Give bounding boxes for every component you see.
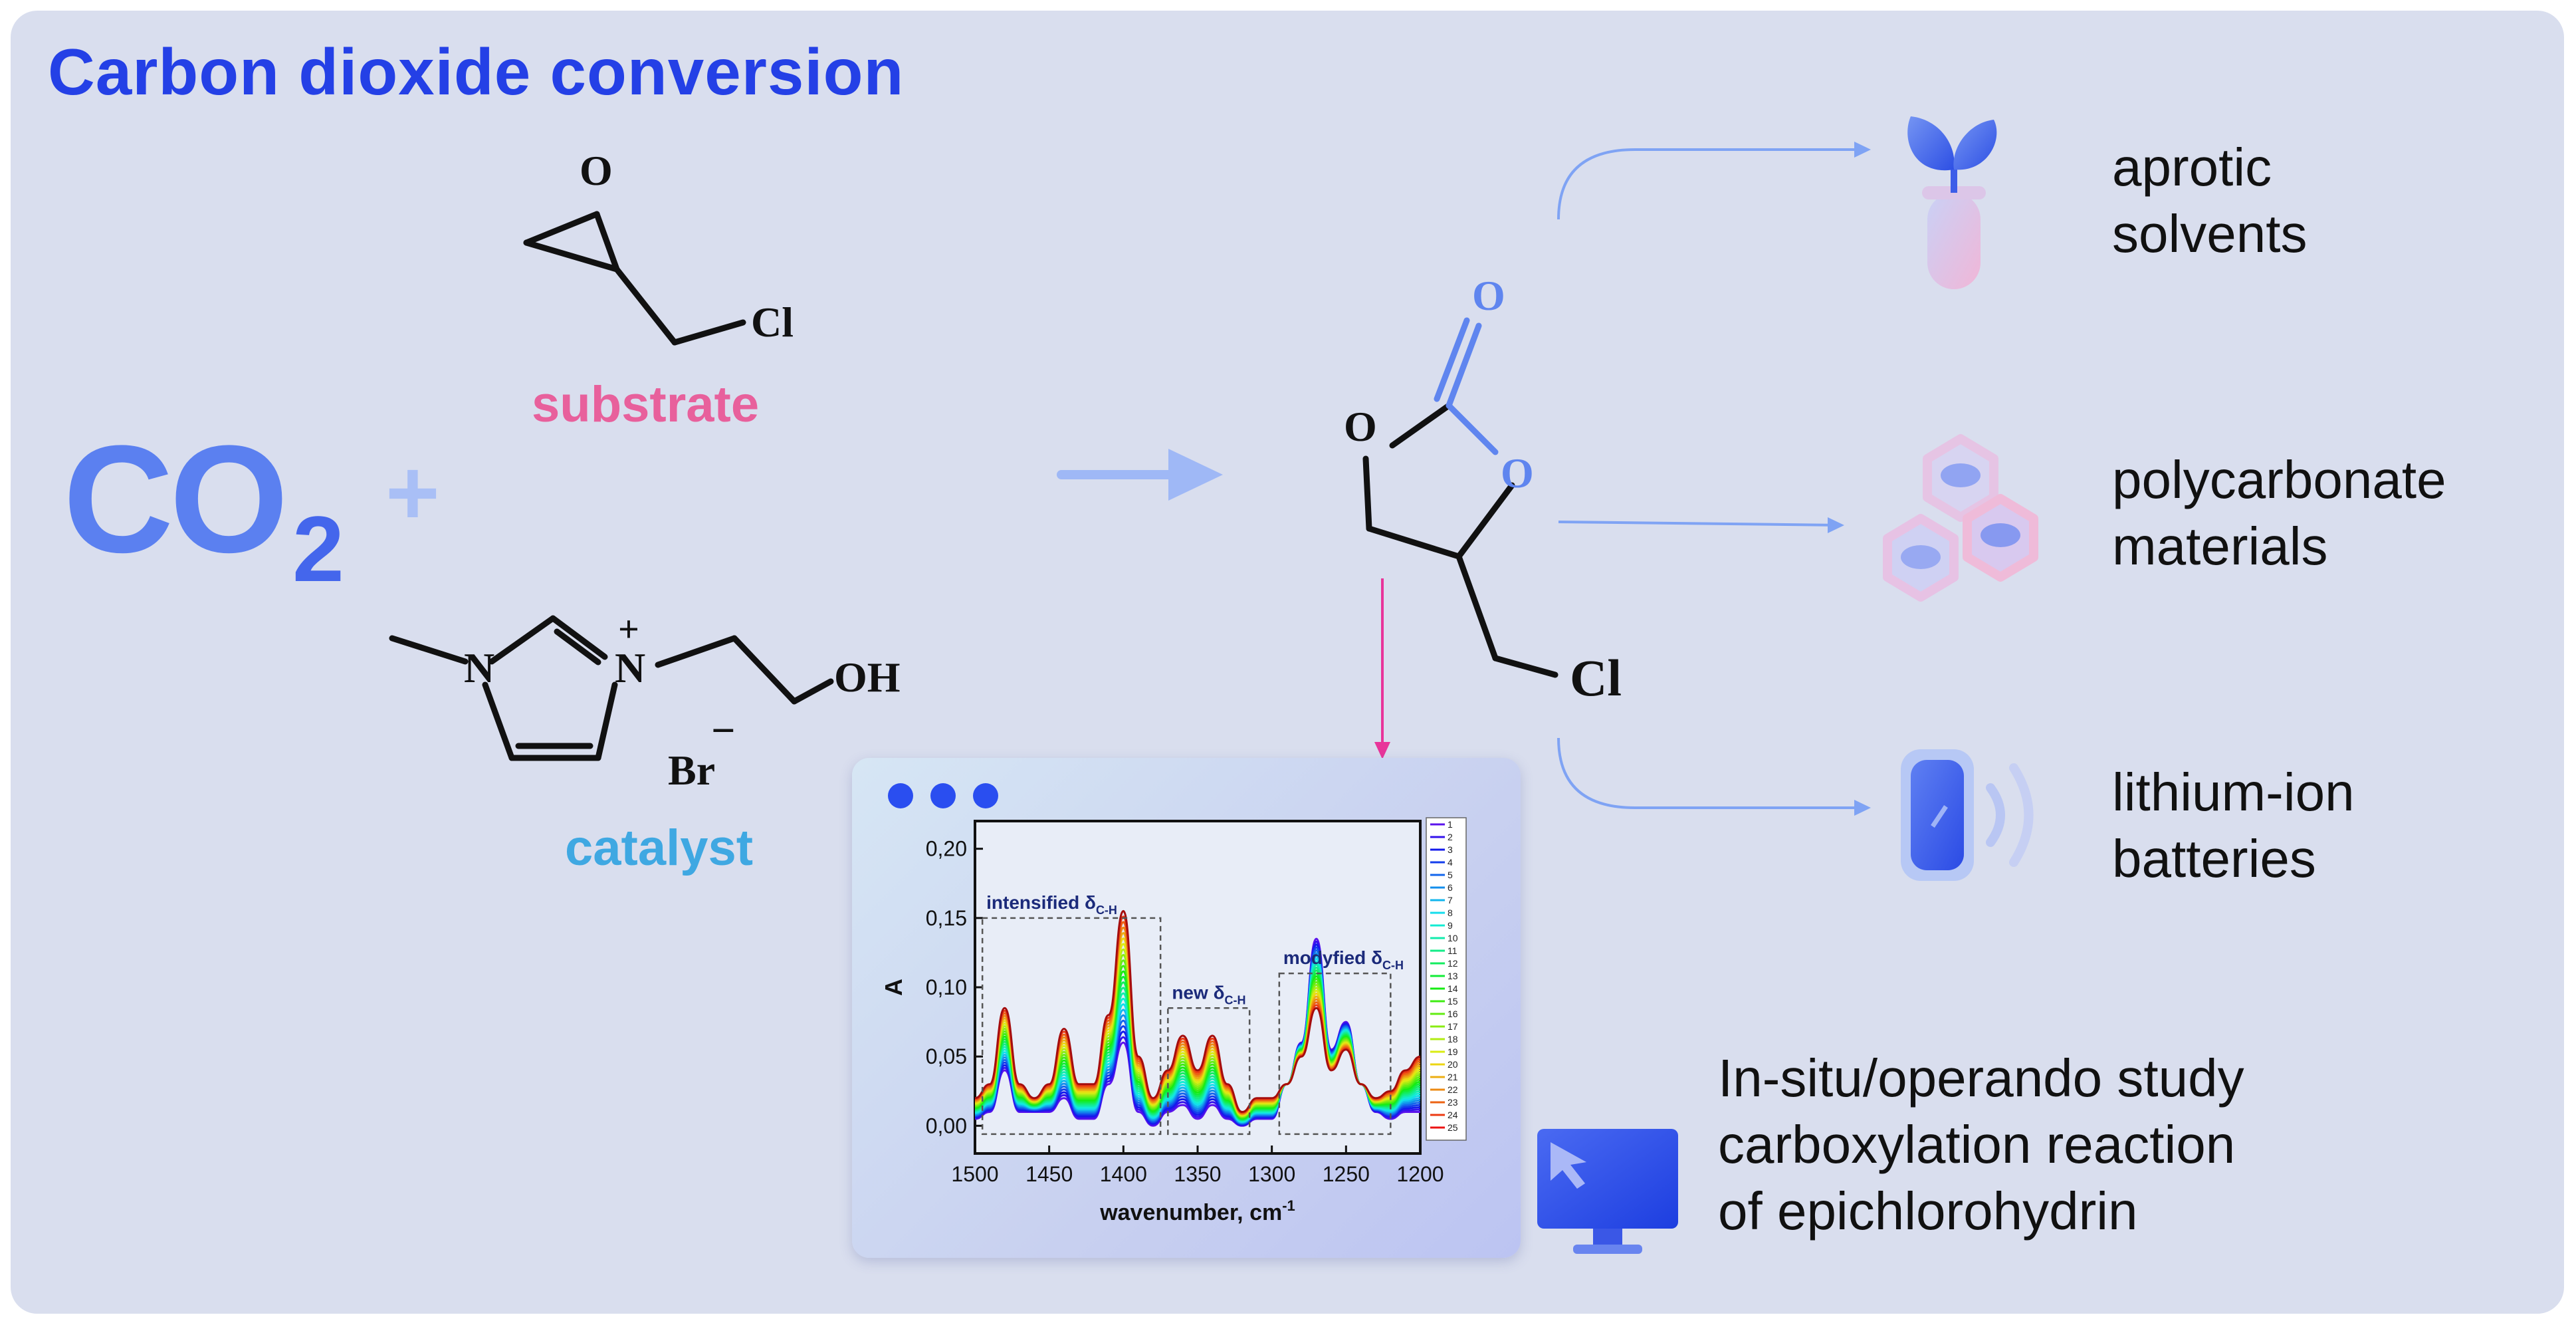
- pink-arrow: [1374, 578, 1390, 759]
- product-structure: [1362, 317, 1558, 678]
- product-ring-oxygen-right: O: [1501, 449, 1534, 497]
- legend-entry: 1: [1448, 819, 1453, 830]
- legend-entry: 16: [1448, 1009, 1458, 1019]
- catalyst-nitrogen-1: N: [464, 644, 495, 691]
- legend-entry: 11: [1448, 945, 1457, 956]
- legend-entry: 8: [1448, 907, 1453, 918]
- reaction-arrow-icon: [1057, 449, 1223, 501]
- legend-entry: 23: [1448, 1097, 1458, 1108]
- series-group: [975, 909, 1420, 1127]
- polymer-hexagon-icon: [1883, 434, 2038, 602]
- legend-entry: 21: [1448, 1072, 1458, 1082]
- substrate-structure: [523, 211, 746, 346]
- legend-entry: 25: [1448, 1122, 1458, 1133]
- annotation-box: [1278, 972, 1392, 1136]
- legend-entry: 2: [1448, 832, 1453, 842]
- legend-entry: 3: [1448, 844, 1453, 855]
- annotation-box: [1167, 1007, 1251, 1136]
- y-tick-label: 0,15: [926, 906, 967, 930]
- legend-entry: 22: [1448, 1084, 1458, 1095]
- legend-entry: 19: [1448, 1046, 1458, 1057]
- study-description: In-situ/operando study carboxylation rea…: [1718, 1045, 2244, 1245]
- monitor-cursor-icon: [1537, 1129, 1678, 1254]
- product-ring-oxygen-left: O: [1344, 403, 1377, 450]
- ir-spectrum-chart: 0,00 0,05 0,10 0,15 0,20 1500 1450 1400 1350 1300…: [880, 817, 1467, 1225]
- legend-entry: 10: [1448, 933, 1458, 943]
- y-tick-label: 0,10: [926, 975, 967, 999]
- legend-entry: 14: [1448, 983, 1458, 994]
- x-tick-label: 1500: [951, 1162, 998, 1186]
- window-dot-3: [973, 783, 998, 808]
- bromide-negative-charge: −: [711, 707, 736, 754]
- annotation-box: [981, 917, 1162, 1136]
- x-tick-label: 1250: [1323, 1162, 1370, 1186]
- x-tick-label: 1400: [1100, 1162, 1147, 1186]
- application-1-line1: aprotic: [2112, 138, 2272, 197]
- spectrum-series-25: [975, 909, 1420, 1114]
- x-axis-label: wavenumber, cm-1: [1099, 1197, 1295, 1225]
- x-tick-label: 1450: [1025, 1162, 1073, 1186]
- plus-sign: +: [385, 440, 440, 544]
- legend-entry: 9: [1448, 920, 1453, 931]
- application-3-line2: batteries: [2112, 829, 2316, 888]
- legend-entry: 13: [1448, 971, 1458, 981]
- battery-icon: [1901, 749, 2034, 881]
- product-carbonyl-oxygen: O: [1472, 272, 1505, 319]
- catalyst-nitrogen-2: N: [615, 644, 646, 691]
- product-chlorine-atom: Cl: [1570, 649, 1622, 707]
- study-line-2: carboxylation reaction: [1718, 1115, 2236, 1174]
- legend-entry: 12: [1448, 958, 1458, 969]
- substrate-chlorine-atom: Cl: [751, 299, 794, 346]
- application-2-line1: polycarbonate: [2112, 450, 2446, 509]
- catalyst-label: catalyst: [565, 820, 754, 876]
- spectrum-window: 0,00 0,05 0,10 0,15 0,20 1500 1450 1400 1350 1300…: [852, 758, 1521, 1258]
- y-tick-label: 0,05: [926, 1044, 967, 1068]
- annotation-label: modyfied δC-H: [1283, 947, 1404, 972]
- legend-entry: 15: [1448, 996, 1458, 1007]
- y-tick-label: 0,00: [926, 1114, 967, 1138]
- window-dot-1: [888, 783, 913, 808]
- bromide-anion: Br: [668, 747, 716, 794]
- catalyst-hydroxyl-group: OH: [834, 654, 901, 701]
- application-1-line2: solvents: [2112, 204, 2308, 263]
- catalyst-positive-charge: +: [618, 609, 639, 650]
- legend-entry: 5: [1448, 870, 1453, 880]
- x-tick-label: 1350: [1174, 1162, 1221, 1186]
- substrate-label: substrate: [532, 376, 760, 433]
- study-line-1: In-situ/operando study: [1718, 1048, 2244, 1108]
- legend-entry: 7: [1448, 895, 1453, 905]
- plant-test-tube-icon: [1907, 116, 1997, 289]
- y-axis-label: A: [880, 979, 907, 996]
- legend-entry: 20: [1448, 1059, 1458, 1070]
- page-title: Carbon dioxide conversion: [48, 35, 905, 108]
- catalyst-structure: [389, 615, 834, 761]
- x-tick-label: 1200: [1396, 1162, 1444, 1186]
- application-2-line2: materials: [2112, 517, 2328, 576]
- co2-formula: CO: [63, 414, 288, 584]
- legend-entry: 17: [1448, 1021, 1458, 1032]
- annotation-label: intensified δC-H: [986, 892, 1117, 917]
- x-tick-label: 1300: [1248, 1162, 1295, 1186]
- legend-entry: 4: [1448, 857, 1453, 868]
- study-line-3: of epichlorohydrin: [1718, 1181, 2138, 1241]
- legend-entry: 18: [1448, 1034, 1458, 1044]
- co2-subscript: 2: [292, 497, 344, 601]
- legend-box: [1426, 817, 1467, 1141]
- legend-entry: 24: [1448, 1110, 1458, 1120]
- y-tick-label: 0,20: [926, 837, 967, 861]
- application-3-line1: lithium-ion: [2112, 763, 2355, 822]
- application-arrows: [1557, 142, 1871, 816]
- substrate-oxygen-atom: O: [580, 147, 613, 194]
- legend-entry: 6: [1448, 882, 1453, 893]
- window-dot-2: [930, 783, 956, 808]
